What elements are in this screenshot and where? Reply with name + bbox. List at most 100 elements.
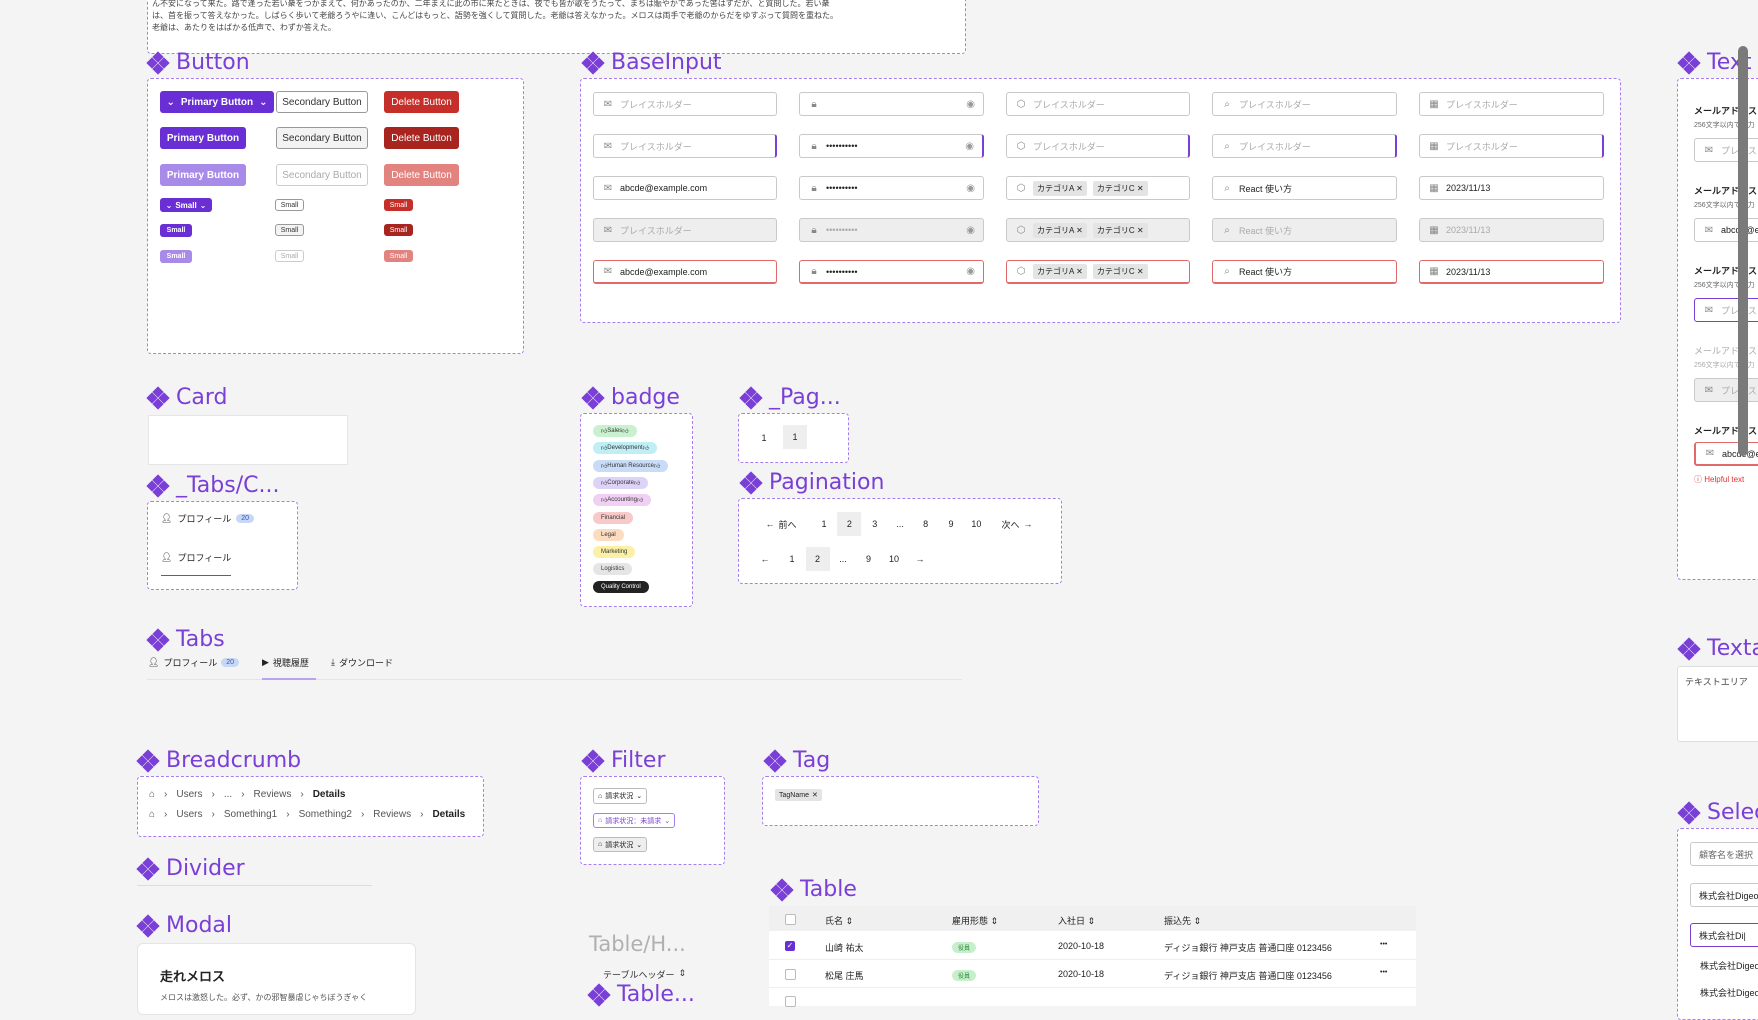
chip-cat-c[interactable]: カテゴリC ✕	[1092, 264, 1148, 279]
page-item[interactable]: 1	[789, 554, 795, 564]
small-delete-hover[interactable]: Small	[384, 224, 413, 236]
delete-button-hover[interactable]: Delete Button	[384, 127, 459, 149]
sort-icon[interactable]: ⇕	[988, 916, 999, 926]
date-input-error[interactable]: ▦ 2023/11/13	[1419, 260, 1604, 284]
password-input-focus[interactable]: 🔒︎ •••••••••• ◉	[799, 134, 984, 158]
eye-icon[interactable]: ◉	[966, 266, 975, 277]
email-input-focus[interactable]: ✉ プレイスホルダー	[593, 134, 777, 158]
category-input-focus[interactable]: ⬡ プレイスホルダー	[1006, 134, 1190, 158]
secondary-button-hover[interactable]: Secondary Button	[276, 127, 368, 149]
select-option[interactable]: 株式会社Digeo	[1700, 988, 1758, 998]
textfield-input-disabled[interactable]: ✉プレイス	[1694, 378, 1758, 402]
tab-profile[interactable]: 👤︎ プロフィール	[161, 552, 232, 563]
date-input[interactable]: ▦ プレイスホルダー	[1419, 92, 1604, 116]
page-item[interactable]: 1	[821, 519, 827, 529]
secondary-button[interactable]: Secondary Button	[276, 91, 368, 113]
password-input-filled[interactable]: 🔒︎ •••••••••• ◉	[799, 176, 984, 200]
search-input-focus[interactable]: ⌕ プレイスホルダー	[1212, 134, 1397, 158]
email-input[interactable]: ✉ プレイスホルダー	[593, 92, 777, 116]
filter-button-active[interactable]: ⌂ 請求状況：未請求 ⌄	[593, 813, 676, 828]
delete-button[interactable]: Delete Button	[384, 91, 459, 113]
select-option[interactable]: 株式会社Digeo	[1700, 961, 1758, 971]
sort-icon[interactable]: ⇕	[1085, 916, 1096, 926]
small-secondary[interactable]: Small	[275, 199, 304, 211]
breadcrumb-item[interactable]: Reviews	[253, 789, 292, 800]
prev-arrow-button[interactable]: ←	[753, 549, 777, 569]
row-checkbox-checked[interactable]: ✓	[785, 941, 795, 951]
home-icon[interactable]: ⌂	[149, 809, 156, 820]
tab-download[interactable]: ⤓ ダウンロード	[331, 657, 393, 668]
page-item[interactable]: 9	[948, 519, 954, 529]
header-checkbox[interactable]	[785, 914, 796, 925]
primary-button-disabled[interactable]: Primary Button	[160, 164, 246, 186]
small-primary[interactable]: Small	[160, 224, 192, 237]
chip-cat-a[interactable]: カテゴリA ✕	[1033, 264, 1087, 279]
breadcrumb-item[interactable]: Reviews	[373, 809, 412, 820]
textarea[interactable]: テキストエリア	[1677, 666, 1758, 742]
filter-button-hover[interactable]: ⌂ 請求状況 ⌄	[593, 837, 648, 852]
small-primary-dropdown[interactable]: ⌄ Small ⌄	[160, 198, 212, 212]
small-secondary-hover[interactable]: Small	[275, 224, 304, 236]
tab-profile[interactable]: 👤︎ プロフィール 20	[148, 656, 240, 669]
small-delete[interactable]: Small	[384, 199, 413, 211]
small-secondary-disabled[interactable]: Small	[275, 250, 304, 262]
category-input-error[interactable]: ⬡ カテゴリA ✕ カテゴリC ✕	[1006, 260, 1190, 284]
page-item[interactable]: 3	[872, 519, 878, 529]
more-icon[interactable]: •••	[1380, 969, 1388, 976]
table-header[interactable]: 氏名 ⇕	[825, 916, 854, 926]
chip-cat-c[interactable]: カテゴリC ✕	[1092, 180, 1148, 196]
password-input-disabled[interactable]: 🔒︎ •••••••••• ◉	[799, 218, 984, 242]
tag-chip[interactable]: TagName ✕	[775, 789, 822, 801]
page-item-selected[interactable]: 1	[783, 425, 807, 449]
search-input[interactable]: ⌕ プレイスホルダー	[1212, 92, 1397, 116]
page-item[interactable]: 2	[837, 512, 862, 536]
prev-button[interactable]: ← 前へ	[765, 519, 797, 530]
textfield-input-filled[interactable]: ✉abcde@e	[1694, 218, 1758, 242]
table-header[interactable]: 雇用形態 ⇕	[952, 916, 999, 926]
textfield-input[interactable]: ✉プレイス	[1694, 138, 1758, 162]
eye-icon[interactable]: ◉	[965, 140, 974, 152]
eye-icon[interactable]: ◉	[966, 98, 975, 110]
delete-button-disabled[interactable]: Delete Button	[384, 164, 459, 186]
breadcrumb-item[interactable]: Users	[176, 809, 203, 820]
email-input-filled[interactable]: ✉ abcde@example.com	[593, 176, 777, 200]
next-button[interactable]: 次へ →	[1001, 519, 1033, 530]
breadcrumb-item[interactable]: ...	[223, 789, 233, 800]
close-icon[interactable]: ✕	[811, 792, 818, 799]
password-input[interactable]: 🔒︎ ◉	[799, 92, 984, 116]
sort-icon[interactable]: ⇕	[1191, 916, 1202, 926]
select-placeholder[interactable]: 顧客名を選択	[1690, 842, 1758, 866]
select-typing[interactable]: 株式会社Di|	[1690, 923, 1758, 947]
table-header[interactable]: 入社日 ⇕	[1058, 916, 1096, 926]
more-icon[interactable]: •••	[1380, 941, 1388, 948]
tab-profile-with-count[interactable]: 👤︎ プロフィール 20	[161, 512, 255, 525]
search-input-disabled[interactable]: ⌕ React 使い方	[1212, 218, 1397, 242]
textfield-input-error[interactable]: ✉abcde@e	[1694, 442, 1758, 466]
tab-history[interactable]: ▶ 視聴履歴	[262, 657, 309, 668]
home-icon[interactable]: ⌂	[149, 789, 156, 800]
vertical-scrollbar[interactable]	[1738, 46, 1748, 456]
date-input-filled[interactable]: ▦ 2023/11/13	[1419, 176, 1604, 200]
category-input-filled[interactable]: ⬡ カテゴリA ✕ カテゴリC ✕	[1006, 176, 1190, 200]
page-item[interactable]: 10	[971, 519, 982, 529]
next-arrow-button[interactable]: →	[908, 549, 932, 569]
row-checkbox[interactable]	[785, 969, 796, 980]
sort-icon[interactable]: ⇕	[843, 916, 854, 926]
page-item[interactable]: 1	[761, 433, 767, 443]
breadcrumb-item[interactable]: Something1	[223, 809, 278, 820]
breadcrumb-item[interactable]: Something2	[298, 809, 352, 820]
breadcrumb-item[interactable]: Users	[176, 789, 203, 800]
primary-button[interactable]: Primary Button	[160, 127, 246, 149]
email-input-disabled[interactable]: ✉ プレイスホルダー	[593, 218, 777, 242]
textfield-input-focus[interactable]: ✉プレイス	[1694, 298, 1758, 322]
date-input-disabled[interactable]: ▦ 2023/11/13	[1419, 218, 1604, 242]
eye-icon[interactable]: ◉	[966, 182, 975, 194]
filter-button[interactable]: ⌂ 請求状況 ⌄	[593, 788, 648, 804]
table-header-sample[interactable]: テーブルヘッダー ⇕	[603, 968, 687, 980]
search-input-error[interactable]: ⌕ React 使い方	[1212, 260, 1397, 284]
small-delete-disabled[interactable]: Small	[384, 250, 413, 262]
password-input-error[interactable]: 🔒︎ •••••••••• ◉	[799, 260, 984, 284]
page-item[interactable]: 9	[865, 554, 871, 564]
category-input[interactable]: ⬡ プレイスホルダー	[1006, 92, 1190, 116]
date-input-focus[interactable]: ▦ プレイスホルダー	[1419, 134, 1604, 158]
